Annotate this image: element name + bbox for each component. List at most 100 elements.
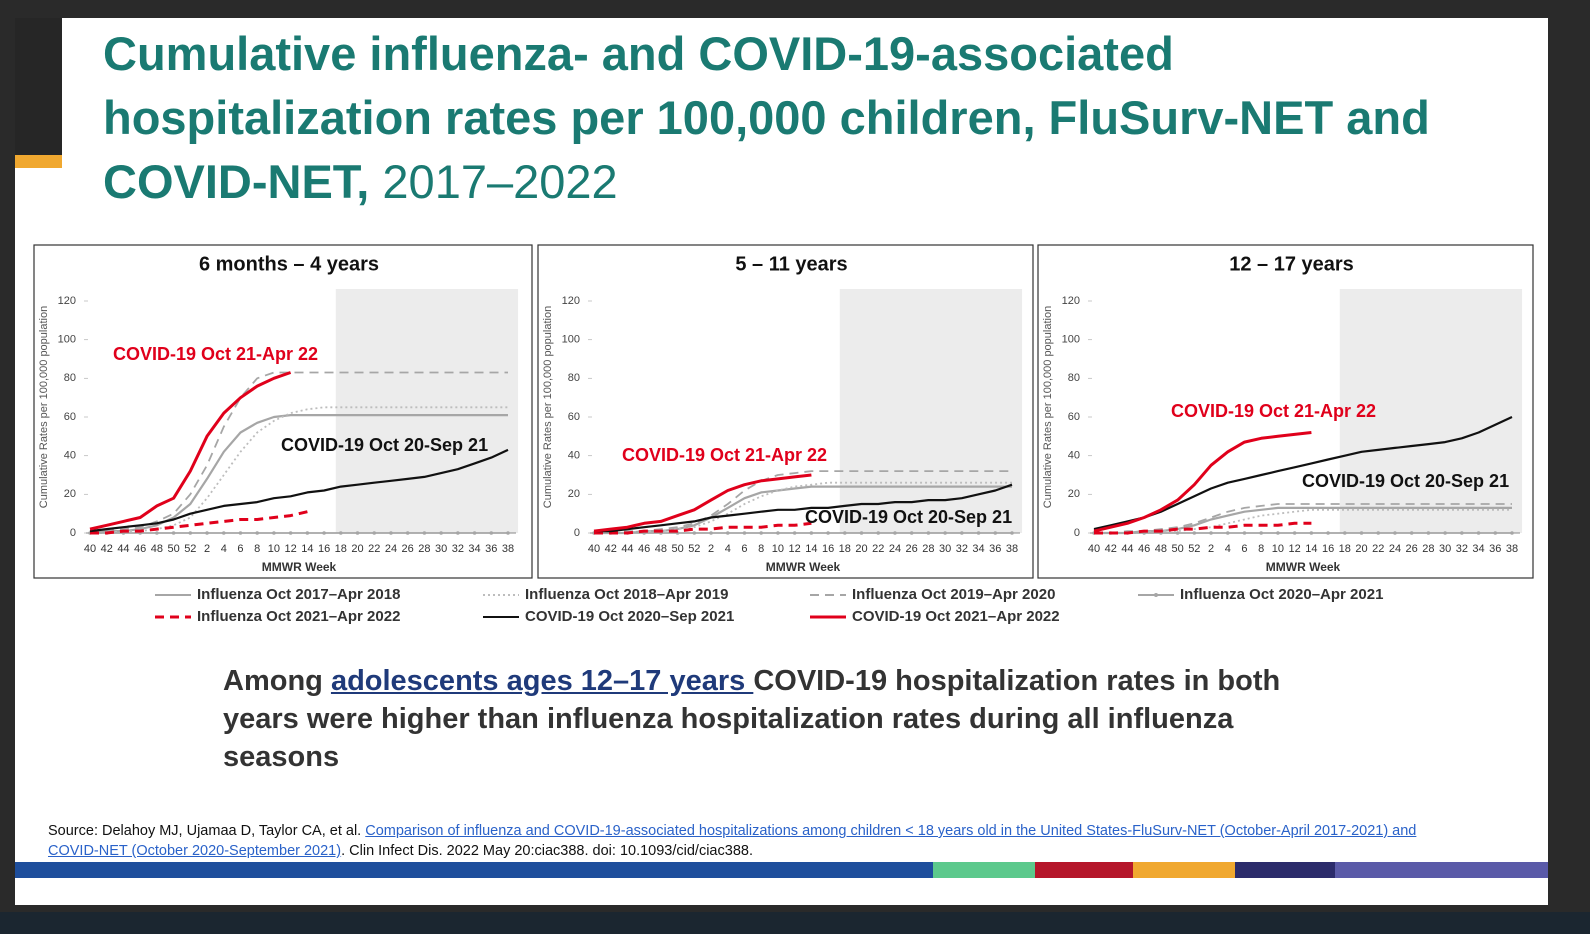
annotation: COVID-19 Oct 21-Apr 22: [622, 445, 827, 465]
x-tick-label: 30: [939, 543, 951, 555]
x-tick-label: 22: [872, 543, 884, 555]
summary-link[interactable]: adolescents ages 12–17 years: [330, 665, 754, 697]
x-tick-label: 40: [1088, 543, 1100, 555]
y-tick-label: 60: [568, 411, 580, 423]
title-text: Cumulative influenza- and COVID-19-assoc…: [103, 27, 1430, 208]
series-marker: [1393, 531, 1397, 535]
x-axis-label: MMWR Week: [1266, 560, 1341, 574]
x-tick-label: 30: [435, 543, 447, 555]
y-tick-label: 100: [58, 334, 76, 346]
x-tick-label: 8: [758, 543, 764, 555]
series-line: Influenza Oct 2021–Apr 2022: [594, 521, 812, 535]
x-tick-label: 12: [285, 543, 297, 555]
series-marker: [456, 531, 460, 535]
annotation: COVID-19 Oct 21-Apr 22: [1171, 401, 1376, 421]
series-marker: [1510, 531, 1514, 535]
series-marker: [943, 531, 947, 535]
x-tick-label: 48: [151, 543, 163, 555]
x-tick-label: 14: [805, 543, 817, 555]
series-marker: [859, 531, 864, 535]
series-marker: [188, 531, 193, 535]
series-marker: [1326, 531, 1330, 535]
series-marker: [893, 531, 897, 535]
x-tick-label: 30: [1439, 543, 1451, 555]
series-marker: [389, 531, 393, 535]
x-tick-label: 50: [1171, 543, 1183, 555]
x-tick-label: 24: [1389, 543, 1401, 555]
annotation: COVID-19 Oct 20-Sep 21: [281, 435, 488, 455]
y-tick-label: 40: [64, 450, 76, 462]
series-marker: [1376, 531, 1381, 535]
series-marker: [993, 531, 998, 535]
series-marker: [255, 531, 259, 535]
series-marker: [155, 531, 159, 535]
x-tick-label: 26: [906, 543, 918, 555]
series-marker: [826, 531, 830, 535]
x-tick-label: 4: [221, 543, 227, 555]
x-tick-label: 12: [1289, 543, 1301, 555]
y-tick-label: 40: [568, 450, 580, 462]
series-marker: [960, 531, 964, 535]
legend-label: COVID-19 Oct 2020–Sep 2021: [525, 608, 734, 625]
series-marker: [422, 531, 427, 535]
x-tick-label: 42: [1105, 543, 1117, 555]
x-tick-label: 32: [956, 543, 968, 555]
series-line: COVID-19 Oct 2021–Apr 2022: [1093, 431, 1312, 533]
x-tick-label: 36: [485, 543, 497, 555]
series-marker: [709, 531, 713, 535]
legend-label: COVID-19 Oct 2021–Apr 2022: [852, 608, 1060, 625]
series-marker: [809, 531, 814, 535]
series-marker: [792, 531, 797, 535]
series-marker: [1493, 531, 1498, 535]
color-stripe: [15, 862, 1548, 878]
x-tick-label: 8: [254, 543, 260, 555]
series-line: Influenza Oct 2017–Apr 2018: [594, 485, 1012, 535]
y-tick-label: 60: [64, 411, 76, 423]
x-tick-label: 38: [1006, 543, 1018, 555]
series-line: Influenza Oct 2019–Apr 2020: [1094, 503, 1512, 534]
series-marker: [506, 531, 510, 535]
x-tick-label: 52: [184, 543, 196, 555]
x-tick-label: 10: [268, 543, 280, 555]
y-tick-label: 0: [574, 527, 580, 539]
y-tick-label: 0: [1074, 527, 1080, 539]
series-marker: [1359, 531, 1364, 535]
x-tick-label: 46: [638, 543, 650, 555]
series-marker: [1242, 531, 1247, 535]
x-tick-label: 42: [101, 543, 113, 555]
series-line: COVID-19 Oct 2020–Sep 2021: [89, 448, 509, 533]
x-tick-label: 18: [335, 543, 347, 555]
series-marker: [1343, 531, 1347, 535]
legend-label: Influenza Oct 2018–Apr 2019: [525, 586, 728, 603]
x-tick-label: 14: [301, 543, 313, 555]
series-line: COVID-19 Oct 2020–Sep 2021: [1093, 416, 1513, 531]
x-tick-label: 6: [741, 543, 747, 555]
series-marker: [205, 531, 209, 535]
series-marker: [1010, 531, 1014, 535]
series-marker: [1292, 531, 1297, 535]
x-tick-label: 44: [621, 543, 633, 555]
series-marker: [926, 531, 931, 535]
source-link[interactable]: Comparison of influenza and COVID-19-ass…: [48, 823, 1417, 859]
series-line: Influenza Oct 2018–Apr 2019: [1094, 508, 1512, 534]
series-marker: [1426, 531, 1431, 535]
legend-label: Influenza Oct 2019–Apr 2020: [852, 586, 1055, 603]
x-tick-label: 34: [1472, 543, 1484, 555]
x-tick-label: 10: [1272, 543, 1284, 555]
x-tick-label: 2: [1208, 543, 1214, 555]
x-tick-label: 32: [1456, 543, 1468, 555]
y-tick-label: 80: [568, 372, 580, 384]
x-tick-label: 44: [117, 543, 129, 555]
y-tick-label: 20: [568, 488, 580, 500]
summary-text: COVID-19 hospitalization rates in both y…: [223, 665, 1281, 773]
y-axis-label: Cumulative Rates per 100,000 population: [38, 306, 50, 508]
y-tick-label: 0: [70, 527, 76, 539]
x-tick-label: 8: [1258, 543, 1264, 555]
accent-bar: [15, 155, 62, 168]
x-tick-label: 14: [1305, 543, 1317, 555]
x-tick-label: 46: [1138, 543, 1150, 555]
x-tick-label: 34: [972, 543, 984, 555]
series-marker: [339, 531, 343, 535]
x-tick-label: 38: [1506, 543, 1518, 555]
series-marker: [1460, 531, 1464, 535]
